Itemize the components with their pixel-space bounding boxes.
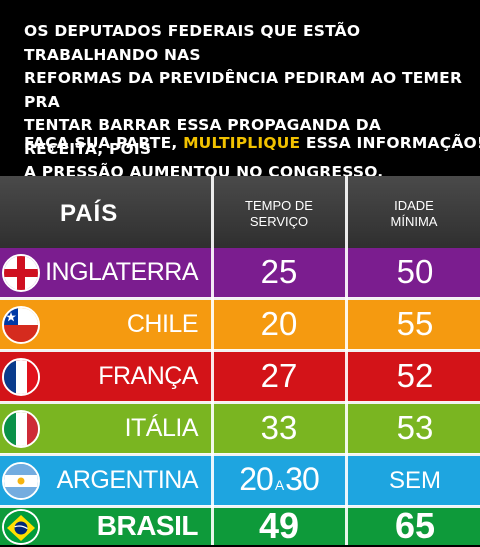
idade-value: 52 <box>396 357 434 394</box>
tempo-value: 49 <box>258 505 300 546</box>
country-name: INGLATERRA <box>45 258 198 286</box>
table-row: BRASIL 49 65 <box>0 505 480 546</box>
country-name: FRANÇA <box>98 362 198 390</box>
italy-flag-icon <box>2 410 40 448</box>
tempo-range-start: 20 <box>239 461 274 497</box>
column-header-tempo: TEMPO DE SERVIÇO <box>213 198 345 230</box>
row-divider <box>0 505 480 508</box>
cta-highlight: MULTIPLIQUE <box>183 134 301 152</box>
caption-line: REFORMAS DA PREVIDÊNCIA PEDIRAM AO TEMER… <box>24 69 463 111</box>
country-name: ARGENTINA <box>56 466 199 494</box>
tempo-value: 25 <box>260 253 298 290</box>
column-header-idade: IDADE MÍNIMA <box>348 198 480 230</box>
table-row: ARGENTINA 20 A30 SEM <box>0 456 480 506</box>
idade-value: SEM <box>388 467 441 494</box>
england-flag-icon <box>2 254 40 292</box>
tempo-value: 20 A30 <box>214 461 344 498</box>
caption-line: OS DEPUTADOS FEDERAIS QUE ESTÃO TRABALHA… <box>24 22 361 64</box>
column-header-idade-line2: MÍNIMA <box>390 214 438 229</box>
tempo-value: 27 <box>260 357 298 394</box>
row-divider <box>0 401 480 404</box>
country-name: BRASIL <box>96 510 199 541</box>
column-divider <box>211 176 214 545</box>
caption-line: TENTAR BARRAR ESSA PROPAGANDA DA RECEITA… <box>24 116 382 158</box>
brazil-flag-icon <box>2 509 40 545</box>
france-flag-icon <box>2 358 40 396</box>
row-divider <box>0 453 480 456</box>
column-header-idade-line1: IDADE <box>394 198 434 213</box>
table-row: INGLATERRA 25 50 <box>0 248 480 298</box>
table-row: CHILE 20 55 <box>0 300 480 350</box>
idade-value: 50 <box>396 253 434 290</box>
row-divider <box>0 349 480 352</box>
country-name: CHILE <box>126 310 199 338</box>
column-divider <box>345 176 348 545</box>
country-name: ITÁLIA <box>124 414 199 442</box>
tempo-range-end: 30 <box>285 461 320 497</box>
header-block: OS DEPUTADOS FEDERAIS QUE ESTÃO TRABALHA… <box>0 0 480 181</box>
table-row: FRANÇA 27 52 <box>0 352 480 402</box>
idade-value: 55 <box>396 305 434 342</box>
argentina-flag-icon <box>2 462 40 500</box>
chile-flag-icon <box>2 306 40 344</box>
idade-value: 65 <box>394 505 436 546</box>
idade-value: 53 <box>396 409 434 446</box>
tempo-value: 33 <box>260 409 298 446</box>
tempo-range-separator: A <box>274 477 284 493</box>
caption-text: OS DEPUTADOS FEDERAIS QUE ESTÃO TRABALHA… <box>24 20 464 185</box>
cta-prefix: FAÇA SUA PARTE, <box>24 134 184 152</box>
cta-suffix: ESSA INFORMAÇÃO! <box>300 134 480 152</box>
comparison-table: PAÍS TEMPO DE SERVIÇO IDADE MÍNIMA INGLA… <box>0 176 480 546</box>
column-header-country: PAÍS <box>60 200 119 227</box>
table-row: ITÁLIA 33 53 <box>0 404 480 454</box>
row-divider <box>0 297 480 300</box>
column-header-tempo-line1: TEMPO DE <box>245 198 313 213</box>
column-header-tempo-line2: SERVIÇO <box>249 214 309 229</box>
tempo-value: 20 <box>260 305 298 342</box>
call-to-action: FAÇA SUA PARTE, MULTIPLIQUE ESSA INFORMA… <box>24 134 480 152</box>
table-header: PAÍS TEMPO DE SERVIÇO IDADE MÍNIMA <box>0 176 480 248</box>
